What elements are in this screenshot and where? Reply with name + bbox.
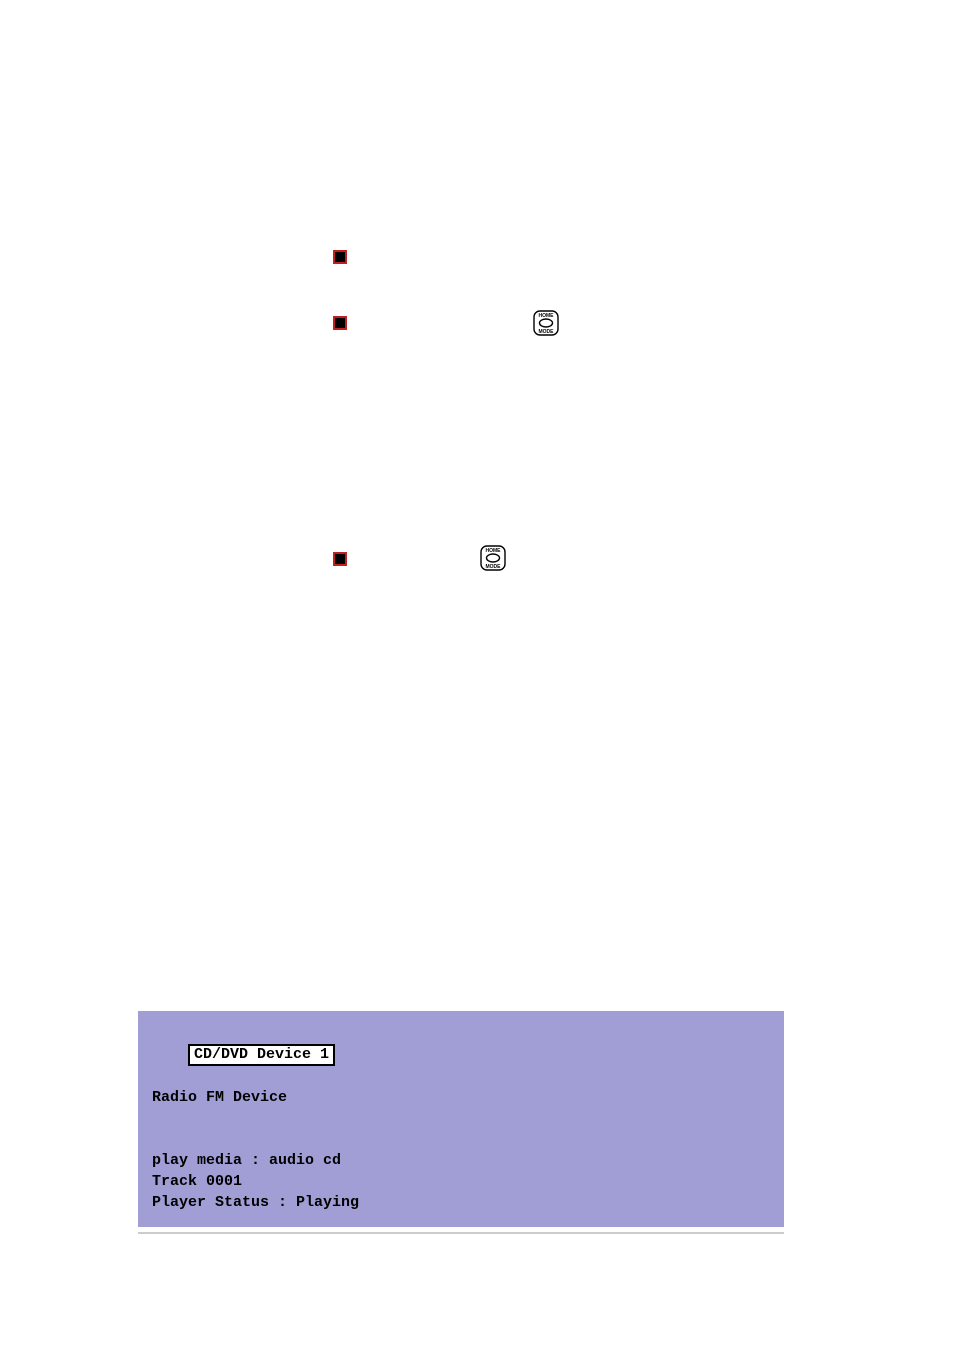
selected-device[interactable]: CD/DVD Device 1 <box>188 1044 335 1066</box>
bullet-marker <box>333 552 347 566</box>
blank-line <box>152 1129 770 1150</box>
mode-label: MODE <box>486 564 502 570</box>
bullet-marker <box>333 250 347 264</box>
status-line: Player Status : Playing <box>152 1192 770 1213</box>
list-item[interactable]: CD/DVD Device 1 <box>152 1023 770 1087</box>
horizontal-rule <box>138 1232 784 1234</box>
home-mode-button-icon: HOME MODE <box>479 545 507 571</box>
blank-line <box>152 1108 770 1129</box>
mode-label: MODE <box>539 329 555 335</box>
home-mode-button-icon: HOME MODE <box>532 310 560 336</box>
home-label: HOME <box>539 313 555 319</box>
bullet-marker <box>333 316 347 330</box>
device-status-panel: CD/DVD Device 1 Radio FM Device play med… <box>138 1011 784 1227</box>
status-line: play media : audio cd <box>152 1150 770 1171</box>
status-line: Track 0001 <box>152 1171 770 1192</box>
home-label: HOME <box>486 548 502 554</box>
list-item[interactable]: Radio FM Device <box>152 1087 770 1108</box>
